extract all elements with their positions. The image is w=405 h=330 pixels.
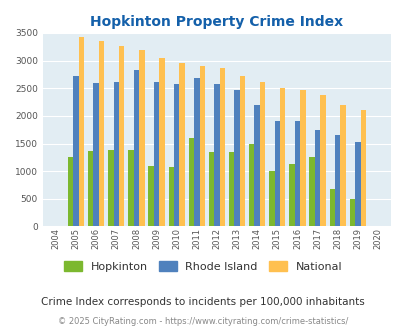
Bar [93, 83, 99, 226]
Bar [274, 121, 279, 226]
Bar [73, 76, 79, 226]
Bar [139, 50, 144, 226]
Bar [279, 88, 285, 226]
Bar [173, 84, 179, 226]
Bar [289, 164, 294, 226]
Bar [329, 189, 334, 226]
Bar [234, 90, 239, 226]
Bar [228, 152, 234, 226]
Bar [254, 105, 259, 226]
Bar [339, 105, 345, 226]
Bar [68, 157, 73, 226]
Bar [108, 150, 113, 226]
Bar [79, 37, 84, 226]
Bar [214, 84, 219, 226]
Bar [179, 63, 184, 226]
Bar [309, 157, 314, 226]
Bar [168, 167, 173, 226]
Bar [334, 135, 339, 226]
Bar [269, 171, 274, 226]
Bar [299, 90, 305, 226]
Bar [354, 143, 360, 226]
Bar [194, 78, 199, 226]
Bar [99, 41, 104, 226]
Title: Hopkinton Property Crime Index: Hopkinton Property Crime Index [90, 15, 343, 29]
Bar [133, 70, 139, 226]
Bar [188, 138, 194, 226]
Bar [128, 149, 133, 226]
Bar [294, 121, 299, 226]
Bar [113, 82, 119, 226]
Bar [159, 58, 164, 226]
Bar [208, 152, 214, 226]
Bar [320, 95, 325, 226]
Bar [239, 76, 245, 226]
Bar [349, 199, 354, 226]
Bar [259, 82, 265, 226]
Bar [119, 46, 124, 226]
Bar [314, 130, 320, 226]
Bar [219, 68, 224, 226]
Text: © 2025 CityRating.com - https://www.cityrating.com/crime-statistics/: © 2025 CityRating.com - https://www.city… [58, 317, 347, 326]
Bar [360, 110, 365, 226]
Bar [88, 151, 93, 226]
Bar [199, 66, 205, 226]
Legend: Hopkinton, Rhode Island, National: Hopkinton, Rhode Island, National [59, 257, 346, 277]
Bar [153, 82, 159, 226]
Text: Crime Index corresponds to incidents per 100,000 inhabitants: Crime Index corresponds to incidents per… [41, 297, 364, 307]
Bar [148, 166, 153, 226]
Bar [248, 144, 254, 226]
